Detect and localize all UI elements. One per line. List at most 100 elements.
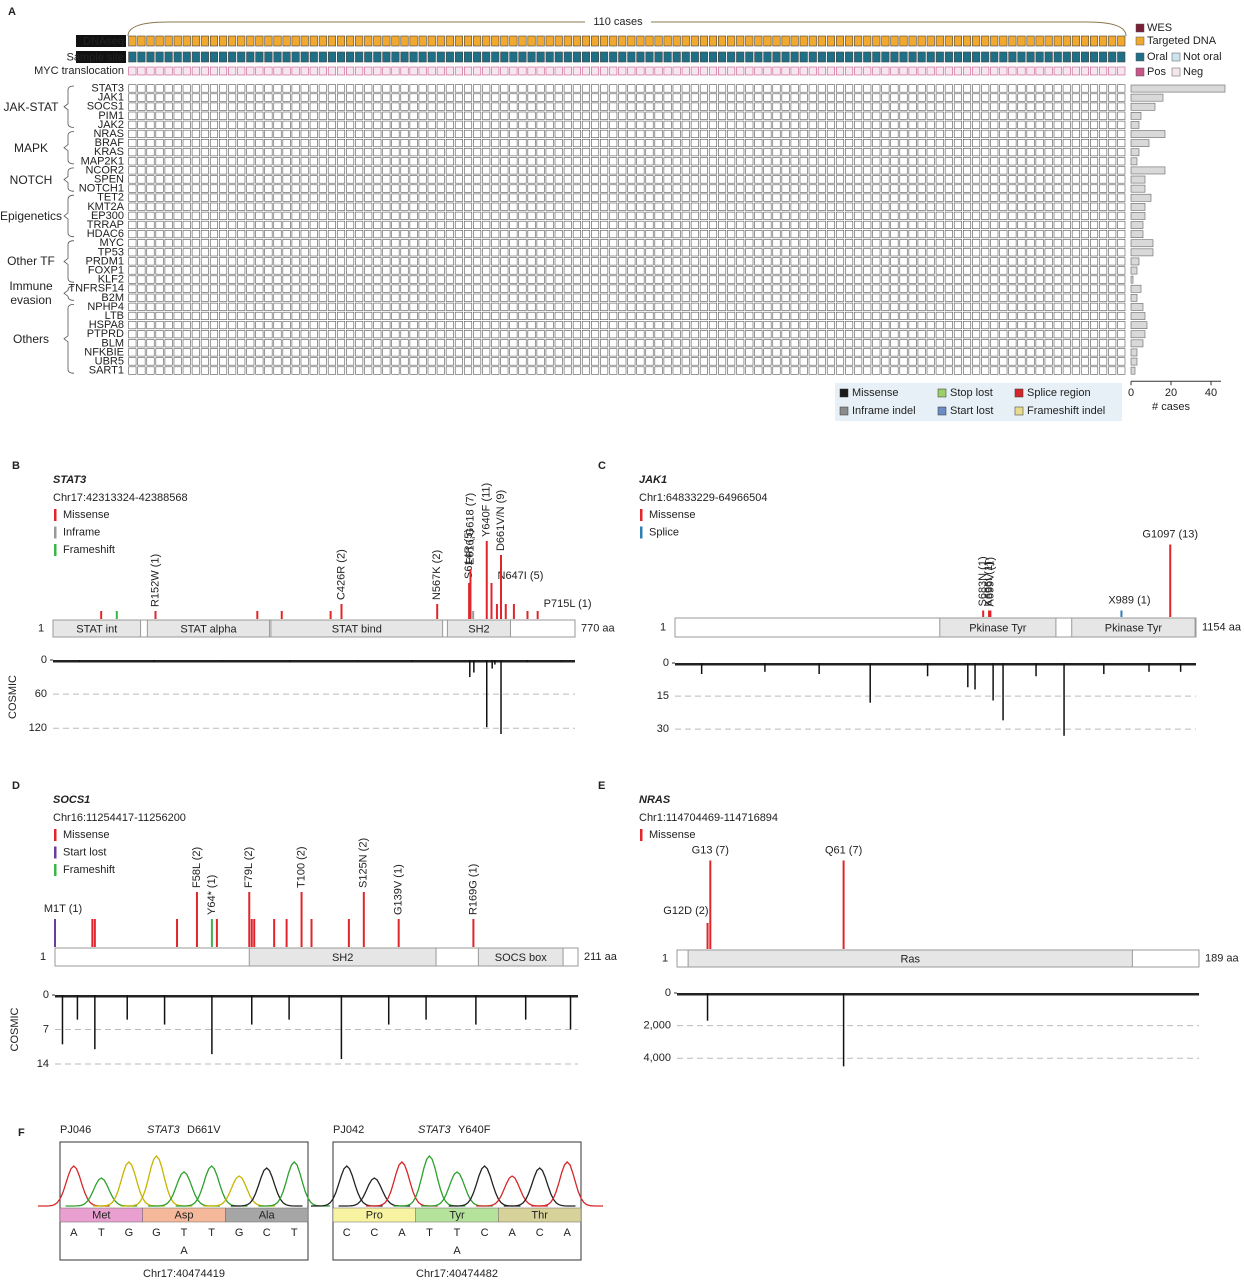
grid-cell — [1026, 148, 1035, 157]
grid-cell — [1053, 129, 1062, 138]
grid-cell — [917, 202, 926, 211]
legend-box — [835, 383, 1122, 421]
grid-cell — [718, 230, 727, 239]
grid-cell — [518, 84, 527, 93]
grid-cell — [491, 366, 500, 375]
grid-cell — [627, 239, 636, 248]
grid-cell — [781, 357, 790, 366]
grid-cell — [745, 184, 754, 193]
grid-cell — [128, 148, 137, 157]
grid-cell — [935, 129, 944, 138]
domain-label: SOCS box — [495, 952, 547, 964]
grid-cell — [854, 84, 863, 93]
grid-cell — [600, 84, 609, 93]
grid-cell — [962, 257, 972, 266]
grid-cell — [935, 84, 944, 93]
legend-swatch — [839, 406, 849, 416]
grid-cell — [463, 339, 473, 348]
grid-cell — [890, 166, 899, 175]
grid-cell — [219, 348, 228, 357]
grid-cell — [327, 93, 336, 102]
track-cell — [463, 51, 473, 63]
grid-cell — [663, 184, 672, 193]
grid-cell — [1017, 166, 1026, 175]
grid-cell — [518, 266, 527, 275]
grid-cell — [917, 248, 926, 257]
grid-cell — [645, 202, 654, 211]
grid-cell — [191, 302, 200, 311]
grid-cell — [926, 184, 935, 193]
grid-cell — [881, 284, 890, 293]
grid-cell — [300, 320, 309, 330]
panel-label: B — [12, 460, 20, 472]
grid-cell — [436, 120, 445, 129]
grid-cell — [518, 220, 527, 229]
grid-cell — [1080, 320, 1090, 330]
grid-cell — [1026, 248, 1035, 257]
grid-cell — [518, 339, 527, 348]
grid-cell — [600, 202, 609, 211]
grid-cell — [718, 157, 727, 166]
grid-cell — [364, 193, 373, 202]
grid-cell — [309, 129, 318, 138]
grid-cell — [355, 129, 364, 138]
grid-cell — [1008, 239, 1017, 248]
grid-cell — [509, 366, 518, 375]
grid-cell — [999, 248, 1008, 257]
track-cell — [627, 51, 636, 63]
grid-cell — [164, 220, 173, 229]
grid-cell — [972, 157, 981, 166]
grid-cell — [545, 357, 554, 366]
track-cell — [572, 51, 581, 63]
grid-cell — [926, 111, 935, 120]
grid-cell — [1062, 330, 1071, 339]
grid-cell — [881, 266, 890, 275]
grid-cell — [164, 239, 173, 248]
grid-cell — [799, 139, 808, 148]
grid-cell — [445, 248, 454, 257]
grid-cell — [790, 311, 799, 321]
grid-cell — [944, 230, 953, 239]
codon — [498, 1207, 582, 1223]
track-cell — [246, 66, 255, 76]
legend-label: Targeted DNA — [1147, 35, 1217, 47]
track-cell — [1108, 35, 1117, 47]
domain — [146, 619, 271, 638]
grid-cell — [854, 184, 863, 193]
grid-cell — [391, 175, 400, 184]
trace-peak — [476, 1175, 548, 1207]
grid-cell — [708, 120, 718, 129]
grid-cell — [718, 129, 727, 138]
domain-label: STAT alpha — [180, 623, 237, 635]
grid-cell — [482, 211, 491, 220]
grid-cell — [926, 148, 935, 157]
grid-cell — [981, 230, 990, 239]
grid-cell — [182, 193, 191, 202]
grid-cell — [1062, 230, 1071, 239]
grid-cell — [563, 248, 572, 257]
count-bar — [1130, 257, 1140, 266]
grid-cell — [1026, 93, 1035, 102]
grid-cell — [391, 311, 400, 321]
grid-cell — [164, 320, 173, 330]
grid-cell — [999, 175, 1008, 184]
grid-cell — [264, 175, 273, 184]
grid-cell — [518, 211, 527, 220]
grid-cell — [155, 230, 164, 239]
track-cell — [273, 35, 282, 47]
grid-cell — [209, 211, 219, 220]
grid-cell — [863, 293, 872, 302]
grid-cell — [146, 139, 155, 148]
grid-cell — [981, 175, 990, 184]
grid-cell — [255, 139, 264, 148]
grid-cell — [527, 348, 536, 357]
grid-cell — [736, 111, 745, 120]
grid-cell — [817, 302, 826, 311]
grid-cell — [600, 139, 609, 148]
grid-cell — [881, 275, 890, 284]
grid-cell — [355, 175, 364, 184]
grid-cell — [536, 230, 545, 239]
grid-cell — [336, 248, 346, 257]
grid-cell — [246, 339, 255, 348]
grid-cell — [346, 248, 355, 257]
